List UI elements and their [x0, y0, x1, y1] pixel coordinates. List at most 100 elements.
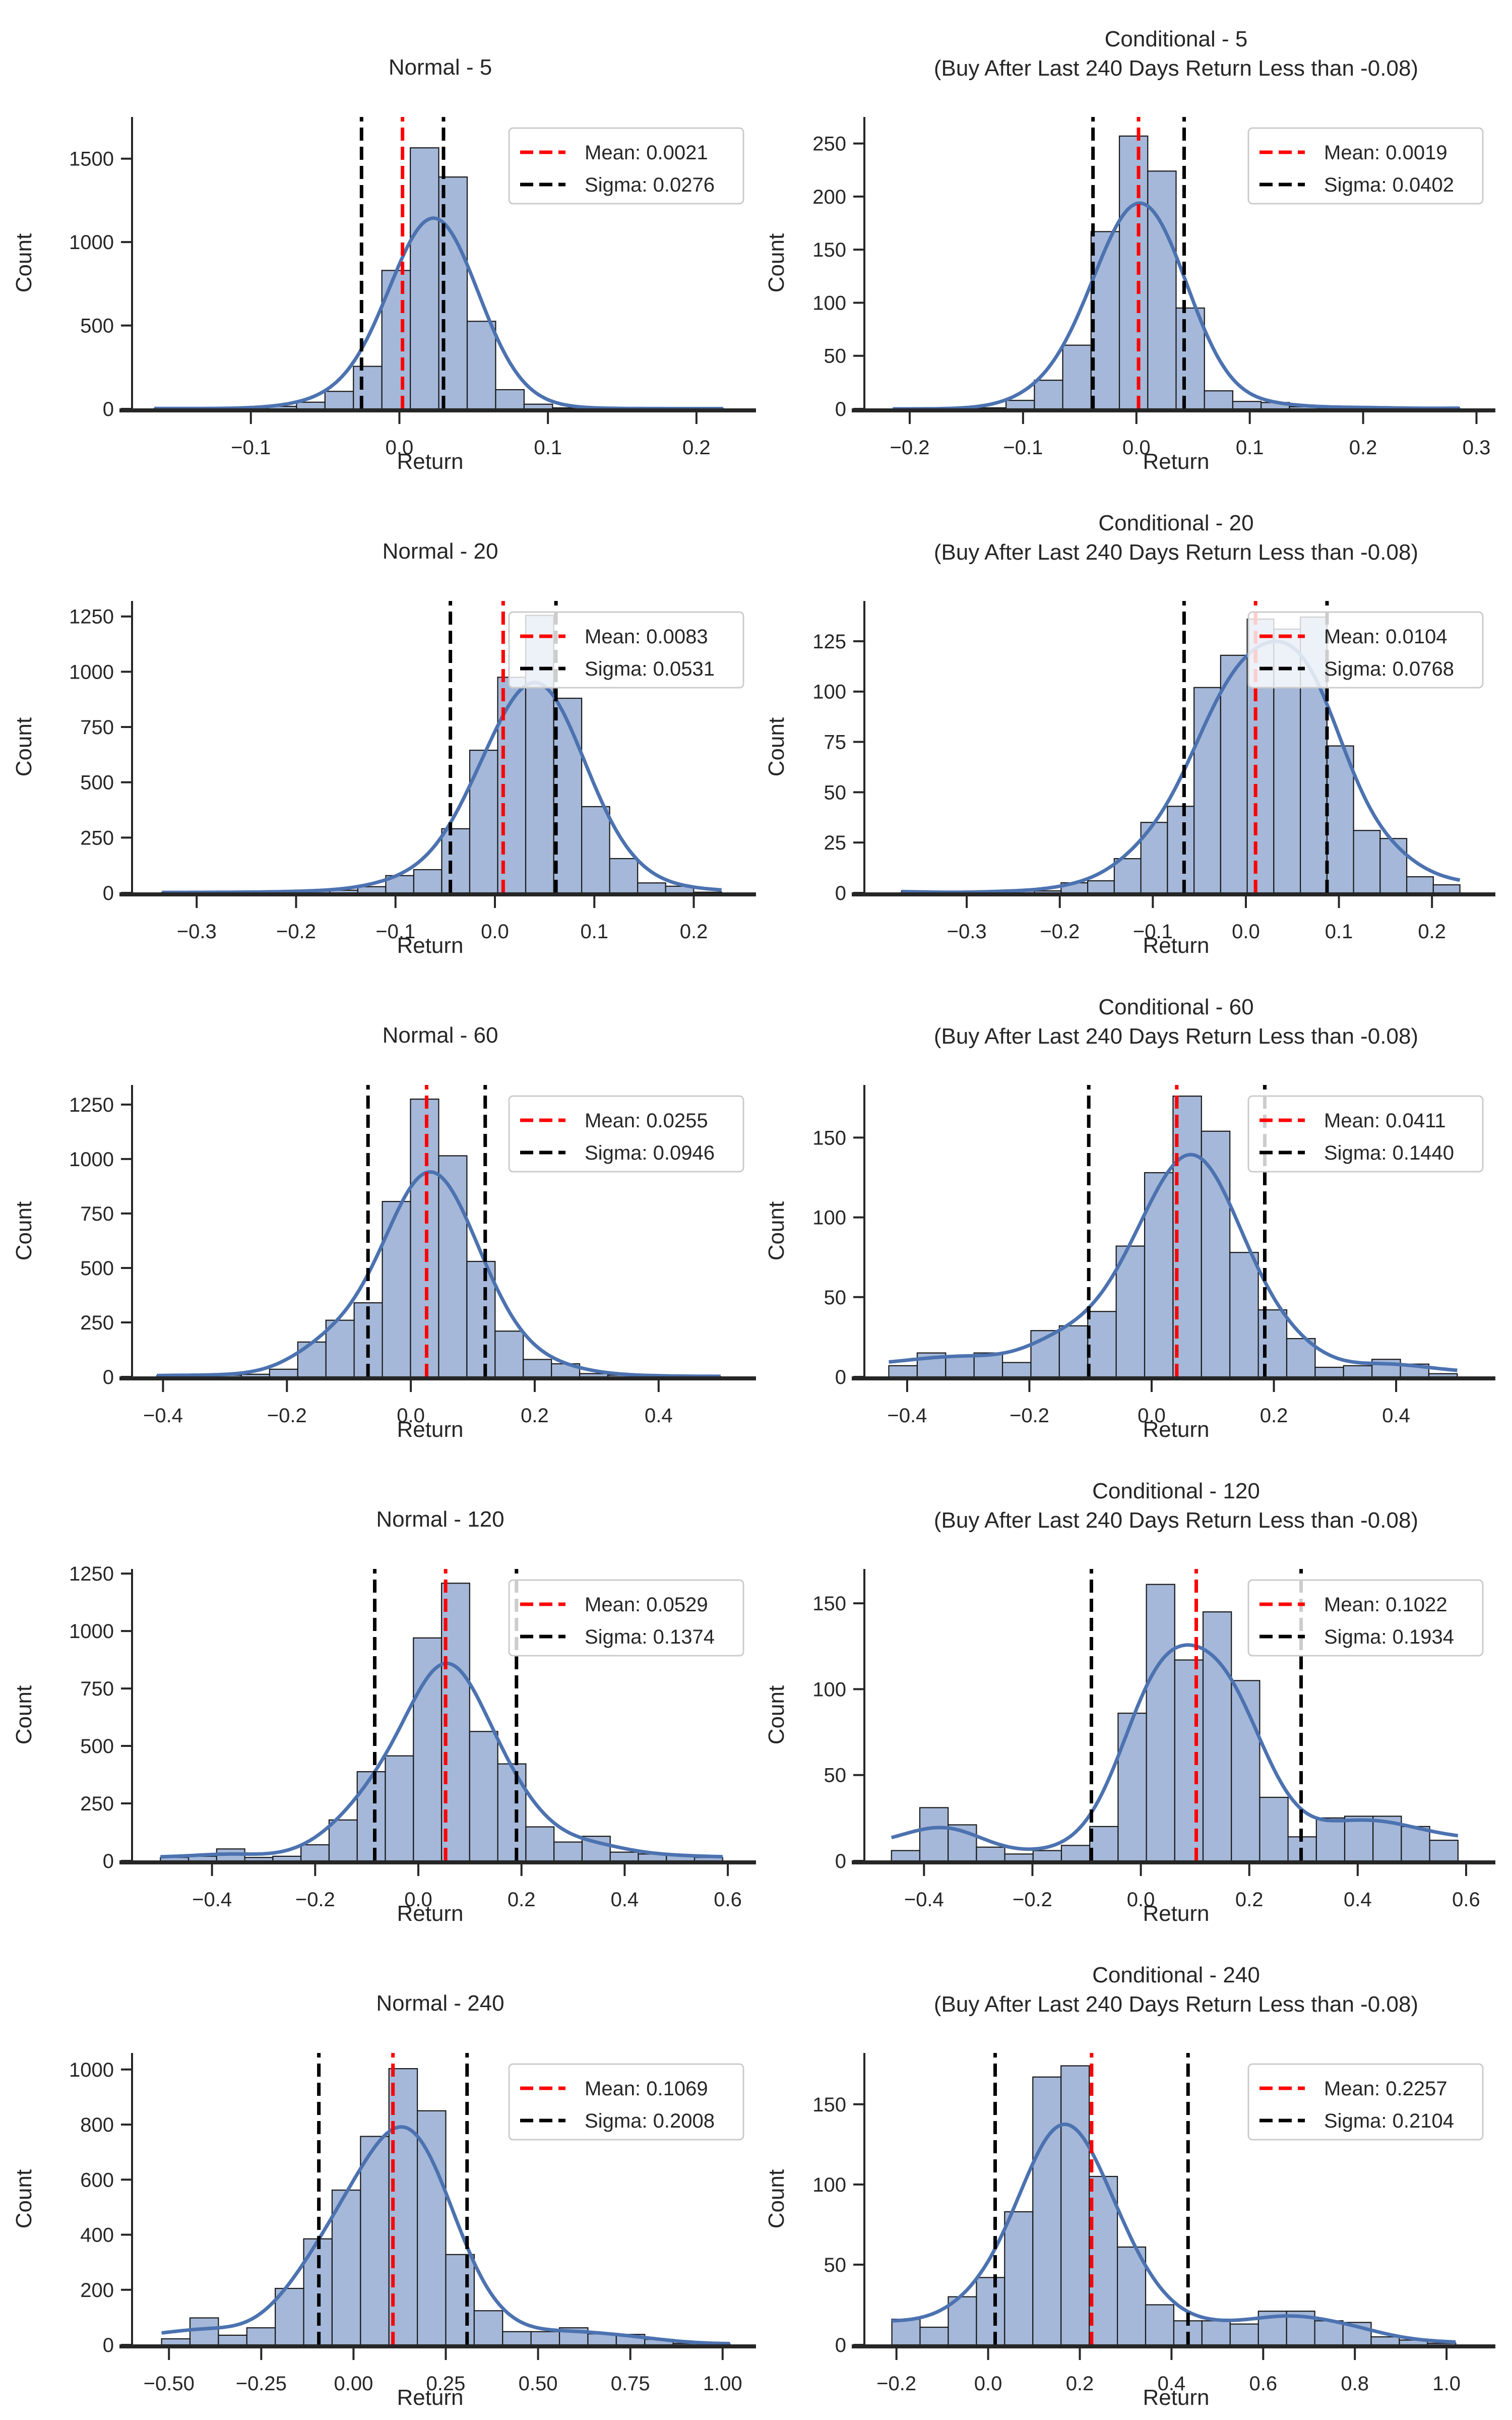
legend-mean-label: Mean: 0.0529: [585, 1594, 708, 1616]
x-tick-label: 0.2: [1066, 2373, 1094, 2395]
x-tick-label: 0.6: [714, 1889, 742, 1911]
x-tick-label: 0.2: [508, 1889, 536, 1911]
histogram-bar: [466, 321, 496, 410]
chart-subtitle: (Buy After Last 240 Days Return Less tha…: [934, 56, 1418, 81]
y-tick-label: 1000: [69, 231, 114, 254]
y-tick-label: 400: [80, 2224, 114, 2247]
x-axis-label: Return: [397, 1901, 463, 1926]
x-tick-label: 0.3: [1463, 437, 1491, 459]
y-tick-label: 150: [812, 239, 846, 261]
chart-panel: Conditional - 5 (Buy After Last 240 Days …: [764, 27, 1495, 474]
histogram-bar: [1314, 1366, 1344, 1378]
y-tick-label: 750: [80, 1678, 114, 1700]
histogram-bar: [413, 1637, 443, 1862]
histogram-bar: [1379, 838, 1408, 894]
x-tick-label: 0.0: [1122, 437, 1151, 459]
y-tick-label: 150: [812, 1593, 846, 1615]
histogram-bar: [328, 1819, 358, 1862]
histogram-bar: [360, 2136, 390, 2346]
histogram-bar: [1204, 390, 1234, 410]
histogram-bar: [976, 2277, 1005, 2346]
y-tick-label: 1000: [69, 1620, 114, 1643]
histogram-bar: [553, 1841, 583, 1862]
histogram-bar: [469, 1731, 498, 1862]
y-tick-label: 500: [80, 1257, 114, 1280]
legend-frame: [508, 2063, 744, 2141]
legend-sigma-label: Sigma: 0.0531: [585, 658, 715, 680]
histogram-bar: [494, 1330, 524, 1378]
x-tick-label: 0.25: [426, 2373, 466, 2395]
x-tick-label: 0.0: [1127, 1889, 1155, 1911]
histogram-bar: [919, 1807, 949, 1862]
y-tick-label: 0: [835, 1366, 846, 1388]
chart-title: Normal - 20: [383, 539, 498, 564]
histogram-bar: [525, 1826, 555, 1862]
histogram-bar: [385, 1755, 414, 1862]
histogram-bar: [1315, 1817, 1346, 1862]
histogram-bar: [530, 2331, 560, 2346]
chart-title: Conditional - 120: [1092, 1479, 1260, 1503]
histogram-bar: [1229, 1252, 1259, 1378]
x-tick-label: 0.50: [519, 2373, 558, 2395]
x-axis-label: Return: [1143, 1901, 1209, 1926]
histogram-bar: [1201, 1130, 1231, 1378]
y-tick-label: 100: [812, 681, 846, 703]
histogram-bar: [296, 401, 326, 410]
histogram-bar: [244, 1857, 274, 1862]
legend: Mean: 0.0021 Sigma: 0.0276: [508, 127, 744, 205]
histogram-bar: [502, 2331, 532, 2346]
x-tick-label: 0.0: [404, 1889, 432, 1911]
histogram-bar: [523, 403, 553, 410]
y-tick-label: 50: [824, 1765, 847, 1787]
legend-sigma-label: Sigma: 0.2104: [1324, 2110, 1454, 2132]
histogram-bar: [1113, 858, 1142, 894]
chart-subtitle: (Buy After Last 240 Days Return Less tha…: [934, 1024, 1418, 1049]
histogram-bar: [331, 2189, 361, 2346]
y-tick-label: 0: [103, 882, 114, 904]
x-axis-label: Return: [397, 449, 463, 474]
y-tick-label: 500: [80, 315, 114, 337]
histogram-bar: [1429, 1840, 1459, 1862]
chart-panel: Conditional - 60 (Buy After Last 240 Days…: [764, 995, 1495, 1442]
histogram-bar: [609, 858, 639, 894]
x-tick-label: 0.0: [974, 2373, 1002, 2395]
x-tick-label: 0.75: [611, 2373, 650, 2395]
histogram-bar: [246, 2327, 276, 2346]
legend: Mean: 0.0083 Sigma: 0.0531: [508, 611, 744, 689]
y-tick-label: 0: [835, 398, 846, 420]
y-tick-label: 0: [103, 398, 114, 420]
x-tick-label: −0.2: [876, 2373, 916, 2395]
y-tick-label: 200: [80, 2279, 114, 2302]
y-axis-label: Count: [12, 2169, 36, 2228]
kde-curve: [162, 681, 722, 894]
histogram-bar: [1401, 1826, 1430, 1862]
kde-curve: [157, 1170, 721, 1378]
chart-panel: Conditional - 20 (Buy After Last 240 Days…: [764, 511, 1495, 958]
x-tick-label: 0.4: [1344, 1889, 1372, 1911]
legend-sigma-label: Sigma: 0.0402: [1324, 174, 1454, 196]
x-tick-label: −0.2: [1040, 921, 1080, 943]
y-tick-label: 0: [103, 2334, 114, 2356]
histogram-bar: [1147, 170, 1177, 410]
legend-frame: [508, 127, 744, 205]
legend-frame: [1247, 1579, 1484, 1657]
y-tick-label: 50: [824, 2254, 847, 2276]
x-tick-label: 0.2: [1235, 1889, 1264, 1911]
y-axis-label: Count: [764, 1201, 789, 1260]
x-tick-label: −0.2: [295, 1889, 335, 1911]
legend-sigma-label: Sigma: 0.2008: [585, 2110, 715, 2132]
y-tick-label: 1500: [69, 148, 114, 170]
y-tick-label: 125: [812, 631, 846, 653]
histogram-bar: [353, 366, 383, 410]
histogram-bar: [1087, 880, 1115, 894]
y-axis-label: Count: [12, 233, 36, 292]
histogram-bar: [1344, 1816, 1374, 1862]
histogram-bar: [523, 1359, 552, 1378]
x-tick-label: 0.2: [521, 1405, 549, 1427]
histogram-bar: [1432, 884, 1461, 894]
kde-curve: [160, 1661, 723, 1859]
histogram-bar: [297, 1341, 327, 1378]
y-axis-label: Count: [764, 1685, 789, 1744]
y-tick-label: 1000: [69, 2059, 114, 2081]
y-tick-label: 50: [824, 1287, 847, 1309]
